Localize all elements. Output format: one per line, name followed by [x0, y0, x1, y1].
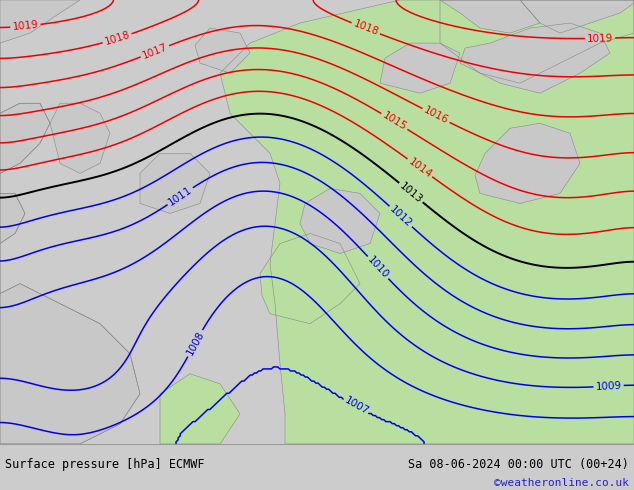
- Text: 1012: 1012: [387, 204, 414, 229]
- Polygon shape: [0, 103, 50, 173]
- Text: 1008: 1008: [184, 329, 206, 357]
- Text: 1007: 1007: [342, 394, 370, 416]
- Polygon shape: [460, 23, 610, 93]
- Text: 1018: 1018: [352, 19, 380, 38]
- Polygon shape: [0, 0, 80, 294]
- Text: 1015: 1015: [380, 110, 408, 132]
- Text: Surface pressure [hPa] ECMWF: Surface pressure [hPa] ECMWF: [5, 458, 205, 471]
- Text: Sa 08-06-2024 00:00 UTC (00+24): Sa 08-06-2024 00:00 UTC (00+24): [408, 458, 629, 471]
- Polygon shape: [0, 284, 140, 444]
- Polygon shape: [0, 284, 140, 444]
- Text: 1010: 1010: [365, 255, 391, 281]
- Polygon shape: [440, 0, 634, 83]
- Text: 1017: 1017: [141, 42, 169, 61]
- Text: 1018: 1018: [103, 30, 131, 47]
- Polygon shape: [520, 0, 634, 33]
- Polygon shape: [195, 28, 250, 73]
- Polygon shape: [440, 0, 540, 33]
- Polygon shape: [0, 194, 25, 244]
- Text: 1019: 1019: [12, 20, 39, 32]
- Polygon shape: [140, 153, 210, 214]
- Text: 1014: 1014: [406, 156, 434, 180]
- Polygon shape: [380, 43, 460, 93]
- Polygon shape: [260, 234, 360, 324]
- Polygon shape: [220, 0, 634, 444]
- Text: 1011: 1011: [167, 185, 194, 208]
- Polygon shape: [50, 103, 110, 173]
- Text: ©weatheronline.co.uk: ©weatheronline.co.uk: [494, 478, 629, 488]
- Text: 1009: 1009: [595, 381, 622, 392]
- Text: 1019: 1019: [587, 33, 613, 44]
- Text: 1013: 1013: [398, 180, 424, 205]
- Polygon shape: [475, 123, 580, 203]
- Polygon shape: [300, 188, 380, 253]
- Polygon shape: [160, 374, 240, 444]
- Text: 1016: 1016: [422, 105, 450, 126]
